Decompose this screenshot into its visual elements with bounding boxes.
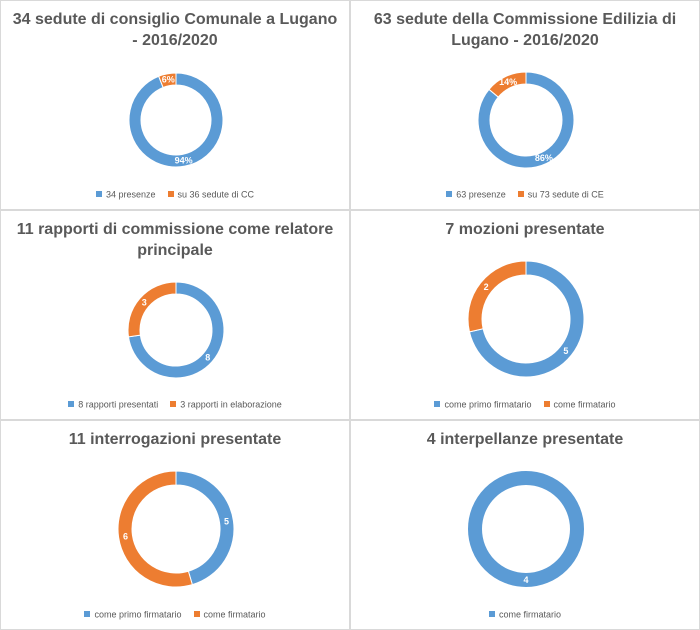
chart-panel: 4 interpellanze presentate 4 come firmatar… [350,420,700,630]
donut-slice [467,260,527,333]
chart-panel: 7 mozioni presentate 5 2 come primo firmata… [350,210,700,420]
chart-legend: 63 presenze su 73 sedute di CE [351,189,699,200]
legend-swatch [170,400,177,407]
legend-swatch [84,610,91,617]
legend-label: come primo firmatario [444,399,532,410]
donut-chart: 83 [127,281,225,379]
legend-swatch [446,190,453,197]
legend-label: come firmatario [553,399,616,410]
legend-label: su 36 sedute di CC [177,189,255,200]
chart-title: 11 rapporti di commissione come relatore… [16,221,334,259]
legend-label: 8 rapporti presentati [78,399,159,410]
data-label: 5 [563,346,568,356]
legend-item: 3 rapporti in elaborazione [170,399,282,410]
legend-swatch [488,610,495,617]
chart-title: 11 interrogazioni presentate [68,431,282,448]
legend-item: come firmatario [193,609,266,620]
donut-slice [488,71,527,98]
chart-title: 63 sedute della Commissione Edilizia di … [373,11,677,49]
legend-item: 8 rapporti presentati [68,399,158,410]
donut-chart: 4 [468,471,584,587]
legend-label: come firmatario [498,609,561,620]
data-label: 5 [224,517,229,527]
chart-legend: 8 rapporti presentati 3 rapporti in elabo… [1,399,349,410]
legend-item: su 73 sedute di CE [517,189,604,200]
donut-chart: 94% 6% [128,72,224,168]
chart-legend: come primo firmatario come firmatario [351,399,699,410]
legend-item: come primo firmatario [84,609,182,620]
legend-label: 34 presenze [105,189,156,200]
legend-item: 34 presenze [95,189,156,200]
legend-label: 3 rapporti in elaborazione [180,399,282,410]
data-label: 94% [175,155,193,165]
chart-panel: 11 interrogazioni presentate 5 6 come primo… [0,420,350,630]
legend-swatch [68,400,75,407]
chart-panel: 11 rapporti di commissione come relatore… [0,210,350,420]
chart-panel: 34 sedute di consiglio Comunale a Lugano… [0,0,350,210]
chart-title: 4 interpellanze presentate [426,431,624,448]
data-label: 8 [205,353,210,363]
chart-panel: 63 sedute della Commissione Edilizia di … [350,0,700,210]
legend-label: come primo firmatario [94,609,182,620]
data-label: 86% [535,153,553,163]
legend-swatch [167,190,174,197]
legend-item: come firmatario [543,399,616,410]
data-label: 14% [499,77,517,87]
donut-slice [468,260,585,378]
data-label: 3 [142,297,147,307]
legend-label: su 73 sedute di CE [527,189,604,200]
legend-item: su 36 sedute di CC [167,189,255,200]
data-label: 2 [484,282,489,292]
legend-swatch [95,190,102,197]
chart-legend: 34 presenze su 36 sedute di CC [1,189,349,200]
donut-chart: 52 [467,260,585,378]
chart-legend: come primo firmatario come firmatario [1,609,349,620]
donut-slice [128,72,224,168]
donut-chart: 86% 14% [477,71,575,169]
data-label: 6% [162,75,175,85]
legend-item: come firmatario [488,609,561,620]
legend-label: come firmatario [203,609,266,620]
data-label: 6 [123,531,128,541]
chart-legend: come firmatario [351,609,699,620]
donut-slice [117,470,193,588]
legend-swatch [193,610,200,617]
legend-swatch [543,400,550,407]
donut-slice [175,470,235,586]
chart-title: 7 mozioni presentate [445,221,605,238]
donut-slice [158,72,177,89]
donut-chart: 56 [117,470,235,588]
donut-slice [127,281,225,379]
chart-title: 34 sedute di consiglio Comunale a Lugano… [12,11,338,49]
data-label: 4 [523,575,528,585]
donut-slice [127,281,177,338]
donut-slice [477,71,575,169]
legend-item: 63 presenze [446,189,506,200]
legend-item: come primo firmatario [434,399,532,410]
legend-swatch [517,190,524,197]
donut-slice [468,471,584,587]
legend-swatch [434,400,441,407]
legend-label: 63 presenze [456,189,506,200]
